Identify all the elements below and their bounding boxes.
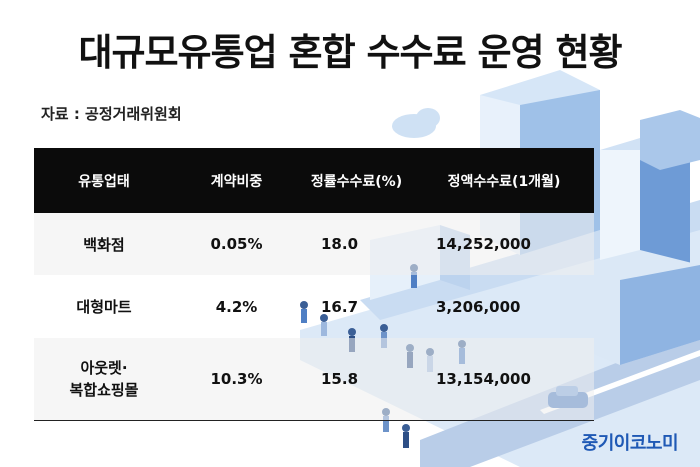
cell-fixed: 13,154,000 bbox=[436, 370, 531, 388]
fee-table: 유통업태 계약비중 정률수수료(%) 정액수수료(1개월) 백화점 0.05% … bbox=[34, 148, 594, 421]
table-row: 아웃렛· 복합쇼핑몰 10.3% 15.8 13,154,000 bbox=[34, 338, 594, 421]
table-row: 백화점 0.05% 18.0 14,252,000 bbox=[34, 213, 594, 275]
cell-type: 아웃렛· 복합쇼핑몰 bbox=[34, 357, 174, 401]
cell-type-line1: 아웃렛· bbox=[80, 359, 128, 377]
cell-fixed: 3,206,000 bbox=[436, 297, 521, 316]
cell-share: 10.3% bbox=[210, 370, 263, 388]
header-rate: 정률수수료(%) bbox=[310, 173, 403, 190]
cell-type: 백화점 bbox=[83, 235, 125, 254]
page-title: 대규모유통업 혼합 수수료 운영 현황 bbox=[78, 31, 622, 74]
source-label: 자료 : 공정거래위원회 bbox=[41, 105, 182, 123]
header-share: 계약비중 bbox=[210, 173, 263, 190]
cell-type: 대형마트 bbox=[76, 298, 132, 316]
table-row: 대형마트 4.2% 16.7 3,206,000 bbox=[34, 275, 594, 338]
brand-logo: 중기이코노미 bbox=[581, 433, 679, 454]
cell-fixed: 14,252,000 bbox=[436, 235, 531, 253]
cell-rate: 18.0 bbox=[321, 235, 359, 253]
cell-share: 0.05% bbox=[210, 235, 263, 253]
cell-rate: 16.7 bbox=[321, 297, 359, 316]
header-fixed: 정액수수료(1개월) bbox=[447, 173, 561, 190]
table-header: 유통업태 계약비중 정률수수료(%) 정액수수료(1개월) bbox=[34, 148, 594, 213]
cell-type-line2: 복합쇼핑몰 bbox=[69, 381, 139, 399]
header-type: 유통업태 bbox=[78, 173, 130, 190]
cell-rate: 15.8 bbox=[321, 370, 359, 388]
cell-share: 4.2% bbox=[215, 297, 258, 316]
